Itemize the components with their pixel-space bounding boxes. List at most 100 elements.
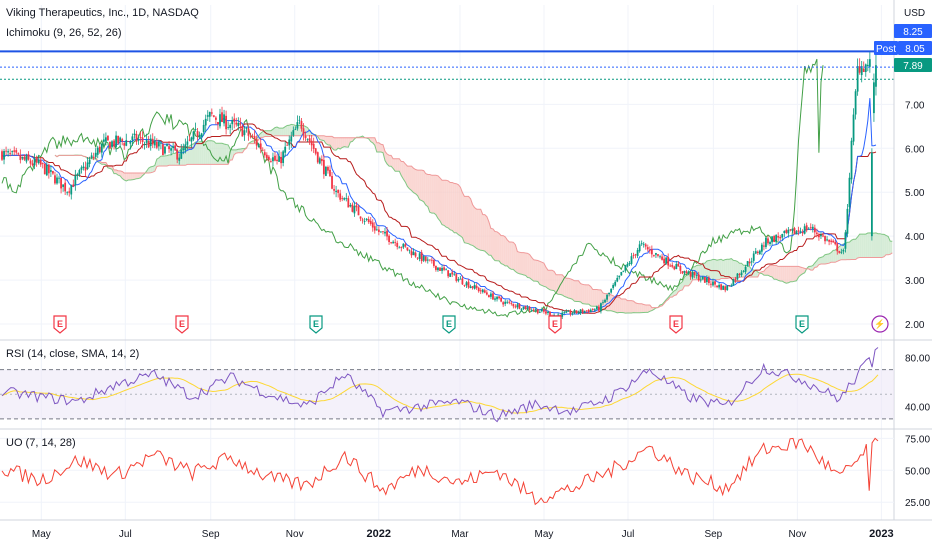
time-axis-tick-label: May (535, 529, 554, 540)
candle (720, 283, 723, 291)
cloud-segment (350, 137, 353, 143)
candle (27, 151, 30, 161)
candle (636, 247, 639, 259)
cloud-segment (637, 303, 640, 313)
cloud-segment (529, 254, 532, 280)
cloud-segment (886, 235, 889, 255)
candle (518, 302, 521, 310)
price-badge-label: 8.05 (905, 44, 925, 55)
candle (459, 276, 462, 280)
cloud-segment (649, 304, 652, 312)
earnings-event-icon[interactable]: E (53, 315, 67, 334)
candle (86, 157, 89, 171)
earnings-event-icon[interactable]: E (442, 315, 456, 334)
indicator-legend-rsi[interactable]: RSI (14, close, SMA, 14, 2) (6, 348, 139, 360)
cloud-segment (731, 258, 734, 278)
event-label: E (57, 319, 63, 329)
candle (418, 251, 421, 262)
candle (602, 299, 604, 305)
candle (94, 148, 97, 160)
cloud-segment (501, 235, 504, 265)
cloud-segment (374, 137, 377, 152)
uo-axis[interactable]: 75.00 50.00 25.00 (905, 434, 930, 509)
earnings-event-icon[interactable]: E (669, 315, 683, 334)
cloud-segment (128, 172, 131, 180)
candle (671, 262, 674, 269)
candle (657, 253, 659, 258)
dividend-event-icon[interactable]: ⚡ (871, 315, 889, 333)
candle (333, 184, 335, 195)
candle (377, 226, 380, 236)
earnings-event-icon[interactable]: E (175, 315, 189, 334)
cloud-segment (727, 259, 730, 279)
candle (58, 175, 60, 184)
candle (102, 133, 105, 147)
cloud-segment (171, 153, 174, 166)
cloud-segment (169, 154, 172, 166)
candle (294, 126, 297, 131)
cloud-segment (462, 192, 465, 243)
candle (361, 217, 364, 224)
cloud-segment (729, 258, 732, 279)
candle (231, 116, 234, 131)
candle (516, 302, 519, 310)
earnings-event-icon[interactable]: E (309, 315, 323, 334)
candle (13, 146, 16, 156)
candle (314, 147, 317, 156)
candle (653, 254, 655, 258)
earnings-event-icon[interactable]: E (795, 315, 809, 334)
rsi-pane[interactable] (0, 347, 894, 423)
candle (341, 195, 344, 202)
cloud-segment (452, 182, 455, 233)
indicator-legend-ichimoku[interactable]: Ichimoku (9, 26, 52, 26) (6, 27, 122, 39)
candle (335, 185, 338, 198)
time-axis-tick-label: Jul (119, 529, 132, 540)
cloud-segment (395, 158, 398, 172)
candle (604, 298, 606, 303)
candle (355, 202, 358, 212)
cloud-segment (700, 263, 703, 280)
currency-label: USD (904, 8, 925, 19)
cloud-segment (545, 267, 548, 289)
candle (463, 284, 466, 287)
candle (420, 249, 423, 264)
candle (302, 123, 305, 141)
candle (697, 271, 700, 282)
price-pane[interactable]: E E E E E E E ⚡ (0, 5, 894, 520)
candle (363, 217, 366, 225)
chart-title[interactable]: Viking Therapeutics, Inc., 1D, NASDAQ (6, 7, 199, 19)
cloud-segment (715, 259, 718, 280)
cloud-segment (871, 233, 874, 258)
candle (475, 283, 478, 290)
candle (371, 219, 374, 232)
price-axis[interactable]: 2.00 3.00 4.00 5.00 6.00 7.00 (905, 100, 925, 331)
candle (157, 139, 160, 151)
cloud-segment (873, 232, 876, 258)
candle (626, 261, 629, 268)
earnings-event-icon[interactable]: E (548, 315, 562, 334)
candle (398, 245, 401, 249)
candle (632, 252, 635, 259)
candle (239, 117, 242, 131)
time-axis[interactable]: May Jul Sep Nov 2022 Mar May Jul Sep Nov 2023 (32, 528, 894, 540)
candle (795, 229, 798, 235)
rsi-axis[interactable]: 80.00 40.00 (905, 353, 930, 413)
cloud-segment (721, 259, 724, 279)
candle (805, 222, 808, 233)
cloud-segment (456, 183, 459, 235)
cloud-segment (543, 263, 546, 287)
cloud-segment (274, 127, 278, 136)
candle (380, 231, 382, 233)
indicator-legend-uo[interactable]: UO (7, 14, 28) (6, 437, 76, 449)
uo-pane[interactable] (0, 437, 894, 506)
cloud-segment (118, 170, 121, 176)
cloud-segment (401, 161, 404, 179)
candle (815, 228, 818, 238)
candle (312, 137, 315, 153)
cloud-segment (162, 155, 165, 166)
cloud-segment (440, 177, 443, 225)
candle (524, 305, 527, 310)
candle (280, 151, 282, 169)
earnings-events[interactable]: E E E E E E E ⚡ (53, 315, 889, 334)
candle (284, 141, 287, 157)
